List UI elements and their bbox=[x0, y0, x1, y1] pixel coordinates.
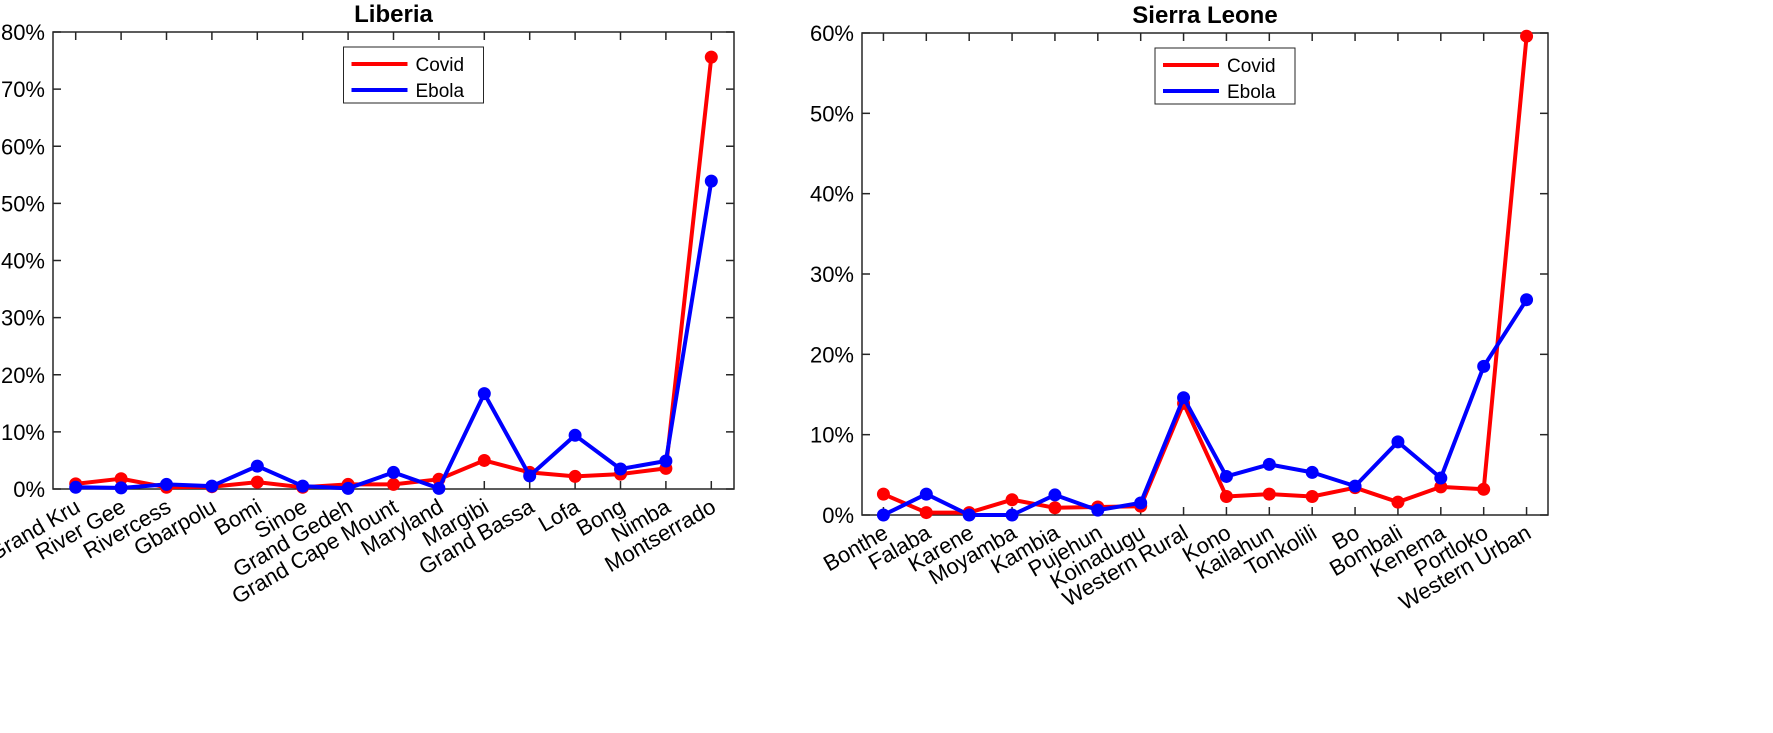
chart2-series-covid-point bbox=[1219, 490, 1233, 504]
chart2-legend-box bbox=[1154, 47, 1296, 105]
chart2-series-ebola-point bbox=[962, 508, 976, 522]
chart2-ytick-label: 40% bbox=[810, 182, 854, 207]
chart1-series-ebola-point bbox=[704, 174, 718, 188]
chart1-series-ebola-point bbox=[296, 479, 310, 493]
chart2-axes-box bbox=[861, 32, 1549, 516]
chart2-ytick-label: 10% bbox=[810, 423, 854, 448]
chart2-series-ebola-point bbox=[1348, 479, 1362, 493]
chart2-ytick-label: 50% bbox=[810, 101, 854, 126]
chart2-series-ebola-point bbox=[1091, 503, 1105, 517]
chart2-series-ebola-point bbox=[876, 508, 890, 522]
chart2-ytick-label: 0% bbox=[822, 503, 854, 528]
chart1-ytick-label: 30% bbox=[1, 306, 45, 331]
chart2-series-ebola-point bbox=[1520, 293, 1534, 307]
chart1-series-covid-point bbox=[114, 472, 128, 486]
chart2-series-ebola-point bbox=[1262, 457, 1276, 471]
chart1-ytick-label: 60% bbox=[1, 134, 45, 159]
chart1-xtick-label: Lofa bbox=[534, 493, 584, 536]
chart2-ytick-label: 60% bbox=[810, 21, 854, 46]
chart1-ytick-label: 10% bbox=[1, 420, 45, 445]
chart1-series-covid-point bbox=[250, 475, 264, 489]
chart1-legend-box bbox=[343, 46, 484, 104]
chart1-series-ebola-point bbox=[341, 481, 355, 495]
chart2-series-ebola-point bbox=[1391, 435, 1405, 449]
chart2-series-ebola-point bbox=[1177, 391, 1191, 405]
chart1-series-ebola-point bbox=[114, 481, 128, 495]
chart2-series-covid-point bbox=[919, 506, 933, 520]
chart1-title: Liberia bbox=[354, 1, 433, 28]
chart2-series-ebola-point bbox=[1219, 469, 1233, 483]
chart2-series-covid-point bbox=[876, 487, 890, 501]
chart2-series-ebola-point bbox=[1134, 496, 1148, 510]
chart1-ytick-label: 0% bbox=[13, 477, 45, 502]
chart2-ytick-label: 20% bbox=[810, 342, 854, 367]
chart1-series-ebola-point bbox=[614, 462, 627, 476]
chart2-series-covid-line bbox=[882, 36, 1529, 515]
chart1-series-covid-point bbox=[387, 477, 400, 491]
chart2-series-covid-point bbox=[1262, 487, 1276, 501]
chart1-series-ebola-point bbox=[659, 454, 673, 468]
chart1-series-ebola-point bbox=[432, 481, 446, 495]
chart1-ytick-label: 70% bbox=[1, 77, 45, 102]
chart1-ytick-label: 50% bbox=[1, 191, 45, 216]
chart2-legend: Covid Ebola bbox=[1154, 47, 1296, 105]
chart2-series-ebola-point bbox=[1048, 488, 1062, 502]
chart2-series-ebola-point bbox=[919, 487, 933, 501]
chart2-ytick-label: 30% bbox=[810, 262, 854, 287]
chart1-ytick-label: 20% bbox=[1, 363, 45, 388]
chart1-series-ebola-line bbox=[75, 180, 714, 491]
chart2-series-ebola-point bbox=[1305, 465, 1319, 479]
chart1-series-ebola-point bbox=[205, 479, 219, 493]
chart2-panel: Sierra Leone0%10%20%30%40%50%60%BontheFa… bbox=[810, 2, 1549, 615]
chart1-legend-label-ebola: Ebola bbox=[416, 81, 465, 102]
chart1-series-ebola-point bbox=[568, 428, 582, 442]
chart2-series-covid-point bbox=[1520, 29, 1534, 43]
chart1-series-ebola-point bbox=[523, 469, 537, 483]
chart1-series-covid-point bbox=[568, 469, 582, 483]
chart2-series-ebola-point bbox=[1434, 471, 1448, 485]
chart1-legend-label-covid: Covid bbox=[416, 55, 465, 76]
chart2-legend-label-covid: Covid bbox=[1227, 56, 1276, 77]
chart2-series-covid-point bbox=[1005, 493, 1019, 507]
chart2-legend-label-ebola: Ebola bbox=[1227, 82, 1276, 103]
chart2-series-ebola-point bbox=[1005, 508, 1019, 522]
chart1-series-covid-point bbox=[477, 453, 491, 467]
chart1-series-ebola-point bbox=[160, 477, 173, 491]
chart2-title: Sierra Leone bbox=[1132, 2, 1277, 29]
chart1-series-ebola-point bbox=[387, 465, 400, 479]
chart1-legend: Covid Ebola bbox=[343, 46, 484, 104]
chart1-series-ebola-point bbox=[69, 480, 83, 494]
chart2-series-covid-point bbox=[1305, 490, 1319, 504]
chart2-series-covid-point bbox=[1477, 482, 1491, 496]
chart1-series-covid-line bbox=[75, 56, 714, 490]
chart2-series-ebola-point bbox=[1477, 359, 1491, 373]
chart1-series-ebola-point bbox=[250, 459, 264, 473]
chart1-series-ebola-point bbox=[477, 387, 491, 401]
chart2-series-covid-point bbox=[1048, 501, 1062, 515]
chart1-ytick-label: 40% bbox=[1, 249, 45, 274]
chart2-series-ebola-line bbox=[882, 298, 1529, 517]
chart1-ytick-label: 80% bbox=[1, 20, 45, 45]
chart2-series-covid-point bbox=[1391, 495, 1405, 509]
chart1-series-covid-point bbox=[704, 50, 718, 64]
